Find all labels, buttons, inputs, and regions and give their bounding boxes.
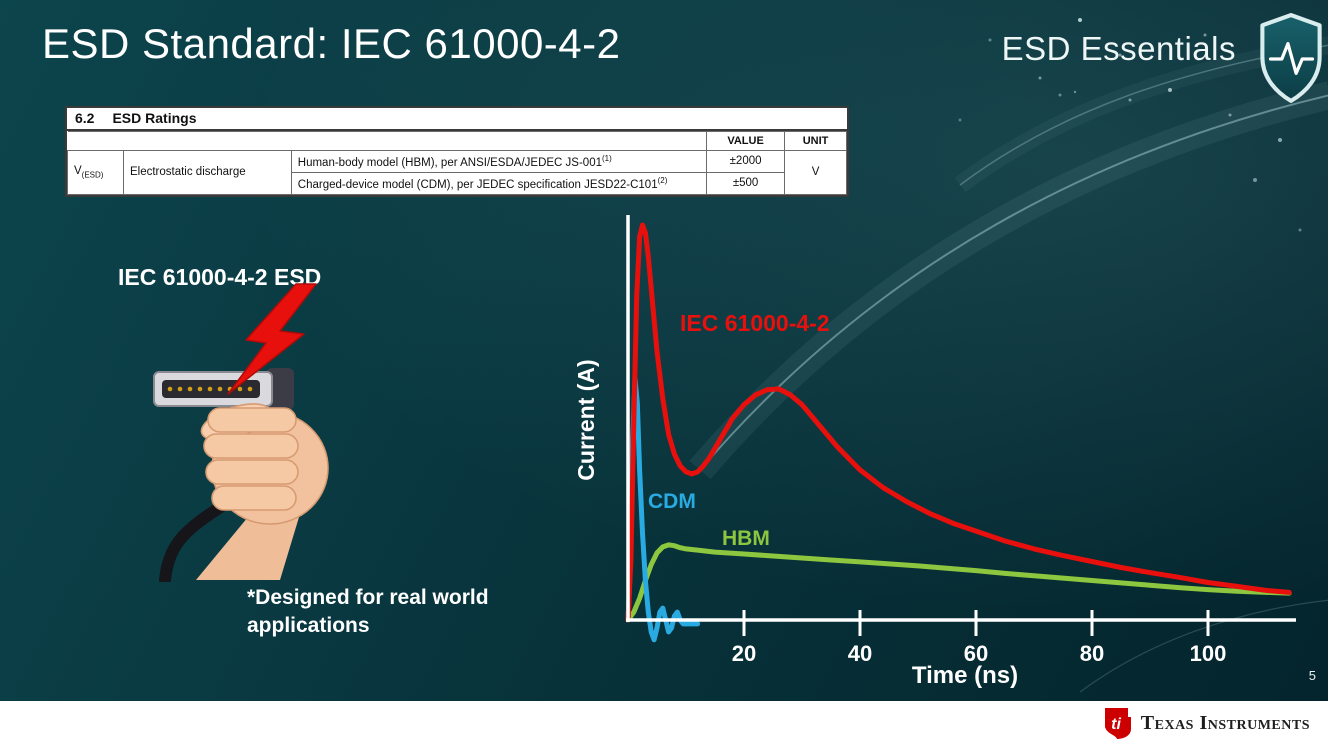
svg-text:80: 80 <box>1080 641 1104 666</box>
chart-curves <box>625 222 1292 643</box>
hand-graphic <box>196 403 329 580</box>
cdm-description: Charged-device model (CDM), per JEDEC sp… <box>290 171 708 195</box>
brand-title: ESD Essentials <box>1001 30 1236 67</box>
iec-curve-label: IEC 61000-4-2 <box>680 310 830 336</box>
iec-esd-caption: IEC 61000-4-2 ESD <box>118 264 322 290</box>
y-axis-label: Current (A) <box>573 359 599 480</box>
svg-text:40: 40 <box>848 641 872 666</box>
hbm-curve-label: HBM <box>722 527 770 550</box>
section-label: ESD Ratings <box>112 110 197 126</box>
table-row: Charged-device model (CDM), per JEDEC sp… <box>68 171 847 195</box>
parameter-name: Electrostatic discharge <box>122 150 292 195</box>
svg-text:60: 60 <box>964 641 988 666</box>
x-axis-ticks: 20 40 60 80 100 <box>732 610 1227 666</box>
esd-ratings-table: 6.2 ESD Ratings VALUE UNIT V(ESD) Electro… <box>65 106 849 197</box>
ti-wordmark: Texas Instruments <box>1140 712 1310 734</box>
svg-text:20: 20 <box>732 641 756 666</box>
footnote: *Designed for real world applications <box>247 584 489 641</box>
unit-value: V <box>784 150 847 195</box>
footnote-line2: applications <box>247 614 370 638</box>
col-header-value: VALUE <box>706 131 786 151</box>
table-header-row: VALUE UNIT <box>67 131 847 151</box>
esd-waveform-chart: 20 40 60 80 100 Time (ns) Current (A) <box>560 205 1310 700</box>
parameter-symbol: V(ESD) <box>67 150 124 195</box>
esd-shield-icon <box>1260 13 1322 103</box>
hand-holding-connector-graphic <box>153 283 329 582</box>
page-title: ESD Standard: IEC 61000-4-2 <box>42 20 621 67</box>
ti-bug-icon: ti <box>1104 708 1131 739</box>
svg-text:ti: ti <box>1111 716 1121 733</box>
hbm-value: ±2000 <box>706 150 786 173</box>
section-number: 6.2 <box>75 110 95 126</box>
cdm-curve-label: CDM <box>648 490 696 513</box>
ti-logo: ti Texas Instruments <box>1101 707 1310 740</box>
table-section-title: 6.2 ESD Ratings <box>67 108 847 131</box>
hdmi-connector-graphic <box>153 368 294 410</box>
cdm-value: ±500 <box>706 171 786 195</box>
page-number: 5 <box>1308 668 1316 683</box>
col-header-unit: UNIT <box>784 131 847 151</box>
footer-bar: ti Texas Instruments <box>0 701 1328 746</box>
table-row: V(ESD) Electrostatic discharge Human-bod… <box>67 150 847 195</box>
x-axis-label: Time (ns) <box>912 662 1018 689</box>
footnote-line1: *Designed for real world <box>247 586 489 609</box>
lightning-bolt-icon <box>227 283 317 395</box>
svg-text:100: 100 <box>1190 641 1227 666</box>
hbm-description: Human-body model (HBM), per ANSI/ESDA/JE… <box>290 150 708 173</box>
